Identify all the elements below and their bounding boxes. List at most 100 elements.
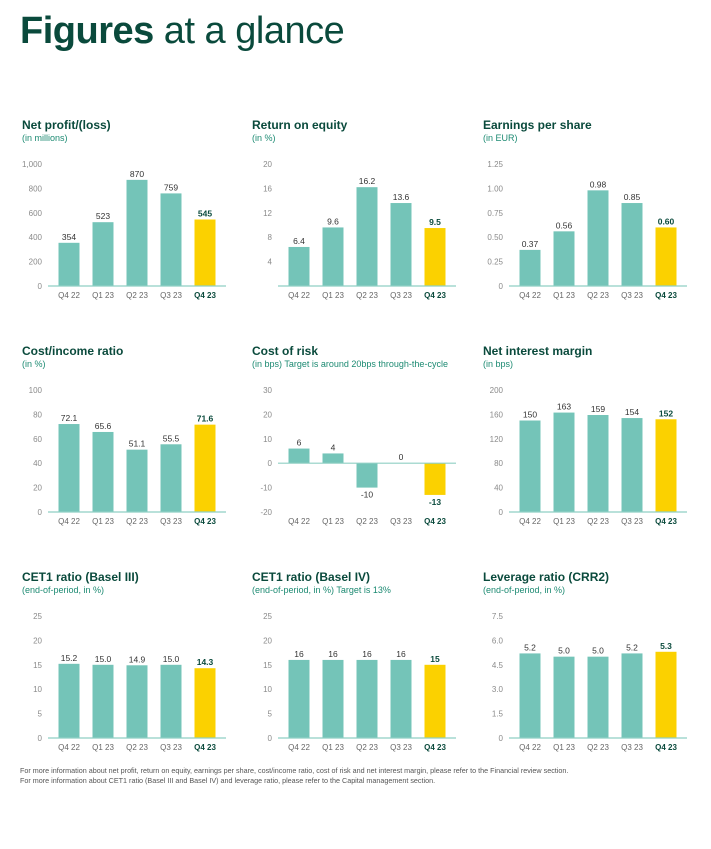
data-label: 55.5	[163, 433, 180, 443]
bar	[356, 187, 378, 286]
y-tick-label: 800	[29, 184, 43, 193]
chart-panel-cost-income: Cost/income ratio (in %) 0 20 40 60 80 100 72.…	[22, 344, 242, 544]
y-tick-label: 40	[33, 459, 42, 468]
data-label: 15.0	[95, 654, 112, 664]
chart-subtitle: (end-of-period, in %) Target is 13%	[252, 585, 391, 595]
x-tick-label: Q3 23	[390, 291, 412, 300]
data-label: 354	[62, 232, 76, 242]
chart-panel-earnings-per-share: Earnings per share (in EUR) 0 0.25 0.50 0.7…	[483, 118, 703, 318]
data-label: 16.2	[359, 176, 376, 186]
data-label: 9.5	[429, 217, 441, 227]
data-label: 5.0	[558, 646, 570, 656]
data-label: 16	[362, 649, 372, 659]
y-tick-label: 25	[33, 612, 42, 621]
data-label: 14.9	[129, 654, 146, 664]
x-tick-label: Q4 22	[519, 743, 541, 752]
bar	[390, 203, 412, 286]
data-label: 15.0	[163, 654, 180, 664]
x-tick-label: Q4 22	[58, 517, 80, 526]
bar	[194, 668, 216, 738]
chart-subtitle: (in %)	[252, 133, 276, 143]
chart-title: Earnings per share	[483, 118, 592, 132]
chart-panel-net-interest-margin: Net interest margin (in bps) 0 40 80 120 160…	[483, 344, 703, 544]
x-tick-label: Q3 23	[390, 743, 412, 752]
data-label: 15	[430, 654, 440, 664]
bar	[356, 463, 378, 488]
y-tick-label: 15	[33, 661, 42, 670]
page-title-rest: at a glance	[153, 10, 345, 52]
x-tick-label: Q4 22	[288, 743, 310, 752]
y-tick-label: 100	[29, 386, 43, 395]
x-tick-label: Q2 23	[356, 517, 378, 526]
page-title-bold: Figures	[20, 10, 154, 52]
y-tick-label: 5	[268, 710, 273, 719]
chart-title: Cost/income ratio	[22, 344, 124, 358]
y-tick-label: 8	[268, 233, 273, 242]
y-tick-label: 60	[33, 435, 42, 444]
chart-title: CET1 ratio (Basel III)	[22, 570, 139, 584]
data-label: 150	[523, 410, 537, 420]
y-tick-label: 30	[263, 386, 272, 395]
y-tick-label: 1.00	[487, 184, 503, 193]
bar	[160, 444, 182, 512]
bar	[288, 448, 310, 464]
chart-title: CET1 ratio (Basel IV)	[252, 570, 371, 584]
y-tick-label: 4	[268, 258, 273, 267]
bar	[553, 412, 575, 512]
y-tick-label: 0	[268, 459, 273, 468]
bar	[553, 231, 575, 286]
data-label: 72.1	[61, 413, 78, 423]
x-tick-label: Q4 22	[58, 291, 80, 300]
chart-subtitle: (end-of-period, in %)	[483, 585, 566, 595]
chart-earnings-per-share: 0 0.25 0.50 0.75 1.00 1.25 0.37 Q4 22 0.56 Q1 23 0…	[487, 160, 687, 300]
y-tick-label: 1.25	[487, 160, 503, 169]
bar	[92, 222, 114, 286]
x-tick-label: Q3 23	[160, 291, 182, 300]
data-label: 51.1	[129, 439, 146, 449]
bar	[424, 463, 446, 495]
y-tick-label: 200	[490, 386, 504, 395]
bar	[424, 228, 446, 286]
x-tick-label: Q2 23	[587, 291, 609, 300]
bar	[519, 420, 541, 512]
y-tick-label: 0	[268, 734, 273, 743]
y-tick-label: -10	[260, 484, 272, 493]
chart-cost-of-risk: -20 -10 0 10 20 30 6 Q4 22 4 Q1 23 -10 Q2 23 0 Q3 23 -…	[260, 386, 456, 526]
x-tick-label: Q3 23	[160, 743, 182, 752]
bar	[424, 664, 446, 738]
chart-panel-cet1-basel-iv: CET1 ratio (Basel IV) (end-of-period, in…	[252, 570, 472, 770]
chart-subtitle: (in EUR)	[483, 133, 518, 143]
data-label: -10	[361, 490, 374, 500]
chart-return-on-equity: 4 8 12 16 20 6.4 Q4 22 9.6 Q1 23 16.2 Q2 23 13.6 Q3 …	[263, 160, 456, 300]
x-tick-label: Q4 23	[194, 743, 216, 752]
bar	[92, 431, 114, 512]
bar	[655, 651, 677, 738]
x-tick-label: Q4 23	[424, 743, 446, 752]
chart-panel-return-on-equity: Return on equity (in %) 4 8 12 16 20 6.4 Q4 22…	[252, 118, 472, 318]
y-tick-label: 20	[263, 160, 272, 169]
bar	[194, 219, 216, 286]
data-label: 5.3	[660, 641, 672, 651]
chart-title: Leverage ratio (CRR2)	[483, 570, 610, 584]
x-tick-label: Q4 23	[424, 291, 446, 300]
page-title: Figures at a glance	[20, 10, 345, 53]
x-tick-label: Q3 23	[621, 291, 643, 300]
chart-net-interest-margin: 0 40 80 120 160 200 150 Q4 22 163 Q1 23 159 Q2 23 15…	[490, 386, 687, 526]
x-tick-label: Q1 23	[92, 517, 114, 526]
data-label: 13.6	[393, 192, 410, 202]
bar	[126, 449, 148, 512]
y-tick-label: 25	[263, 612, 272, 621]
y-tick-label: 200	[29, 258, 43, 267]
data-label: 154	[625, 407, 639, 417]
y-tick-label: 10	[263, 435, 272, 444]
bar	[553, 656, 575, 738]
bar	[587, 190, 609, 286]
x-tick-label: Q4 23	[655, 291, 677, 300]
data-label: 15.2	[61, 653, 78, 663]
data-label: 0	[399, 452, 404, 462]
x-tick-label: Q3 23	[160, 517, 182, 526]
y-tick-label: 400	[29, 233, 43, 242]
y-tick-label: 0	[38, 734, 43, 743]
chart-subtitle: (end-of-period, in %)	[22, 585, 105, 595]
x-tick-label: Q4 23	[655, 743, 677, 752]
